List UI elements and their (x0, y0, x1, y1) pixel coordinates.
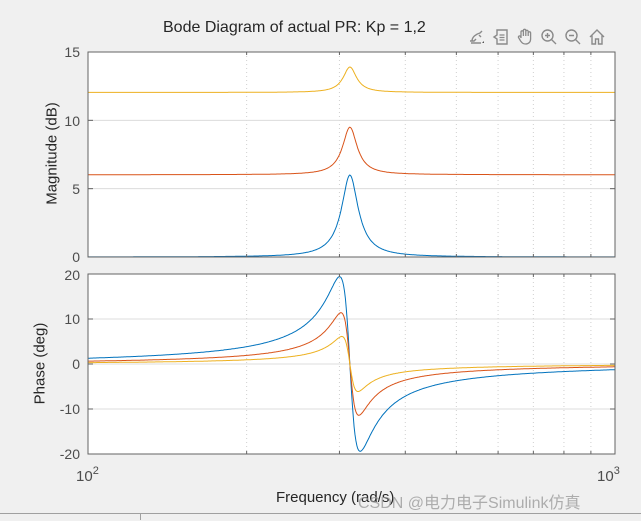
axes-toolbar (466, 24, 608, 50)
watermark: CSDN @电力电子Simulink仿真 (358, 495, 581, 512)
zoom-out-button[interactable] (562, 25, 584, 49)
zoom-in-icon (541, 29, 557, 45)
x-axis-label: Frequency (rad/s) (276, 489, 395, 506)
zoom-out-icon (565, 29, 581, 45)
status-strip (0, 513, 641, 521)
magnitude-axes[interactable] (87, 51, 616, 258)
phase-tick-20: 20 (64, 267, 80, 283)
home-icon (589, 29, 605, 45)
magnitude-ticks (88, 51, 615, 258)
phase-tick-10: 10 (64, 311, 80, 327)
magnitude-grid (88, 52, 615, 257)
zoom-in-button[interactable] (538, 25, 560, 49)
pan-button[interactable] (514, 25, 536, 49)
status-divider (140, 514, 141, 520)
x-tick-1000: 103 (597, 465, 620, 485)
phase-tick-0: 0 (72, 356, 80, 372)
mag-tick-0: 0 (72, 249, 80, 265)
mag-tick-5: 5 (72, 181, 80, 197)
phase-ticks (88, 273, 615, 455)
phase-tick-neg20: -20 (60, 446, 80, 462)
datatip-icon (492, 29, 508, 45)
magnitude-ylabel: Magnitude (dB) (43, 102, 61, 205)
phase-grid (88, 274, 615, 454)
brush-button[interactable] (466, 25, 488, 49)
hand-pan-icon (517, 28, 532, 45)
home-button[interactable] (586, 25, 608, 49)
phase-axes[interactable] (87, 273, 616, 455)
mag-tick-10: 10 (64, 113, 80, 129)
mag-tick-15: 15 (64, 44, 80, 60)
x-tick-100: 102 (76, 465, 99, 485)
phase-ylabel: Phase (deg) (31, 322, 49, 405)
brush-icon (470, 30, 484, 44)
phase-lines (88, 276, 615, 452)
phase-tick-neg10: -10 (60, 401, 80, 417)
datatip-button[interactable] (490, 25, 512, 49)
plot-title: Bode Diagram of actual PR: Kp = 1,2 (163, 19, 426, 36)
